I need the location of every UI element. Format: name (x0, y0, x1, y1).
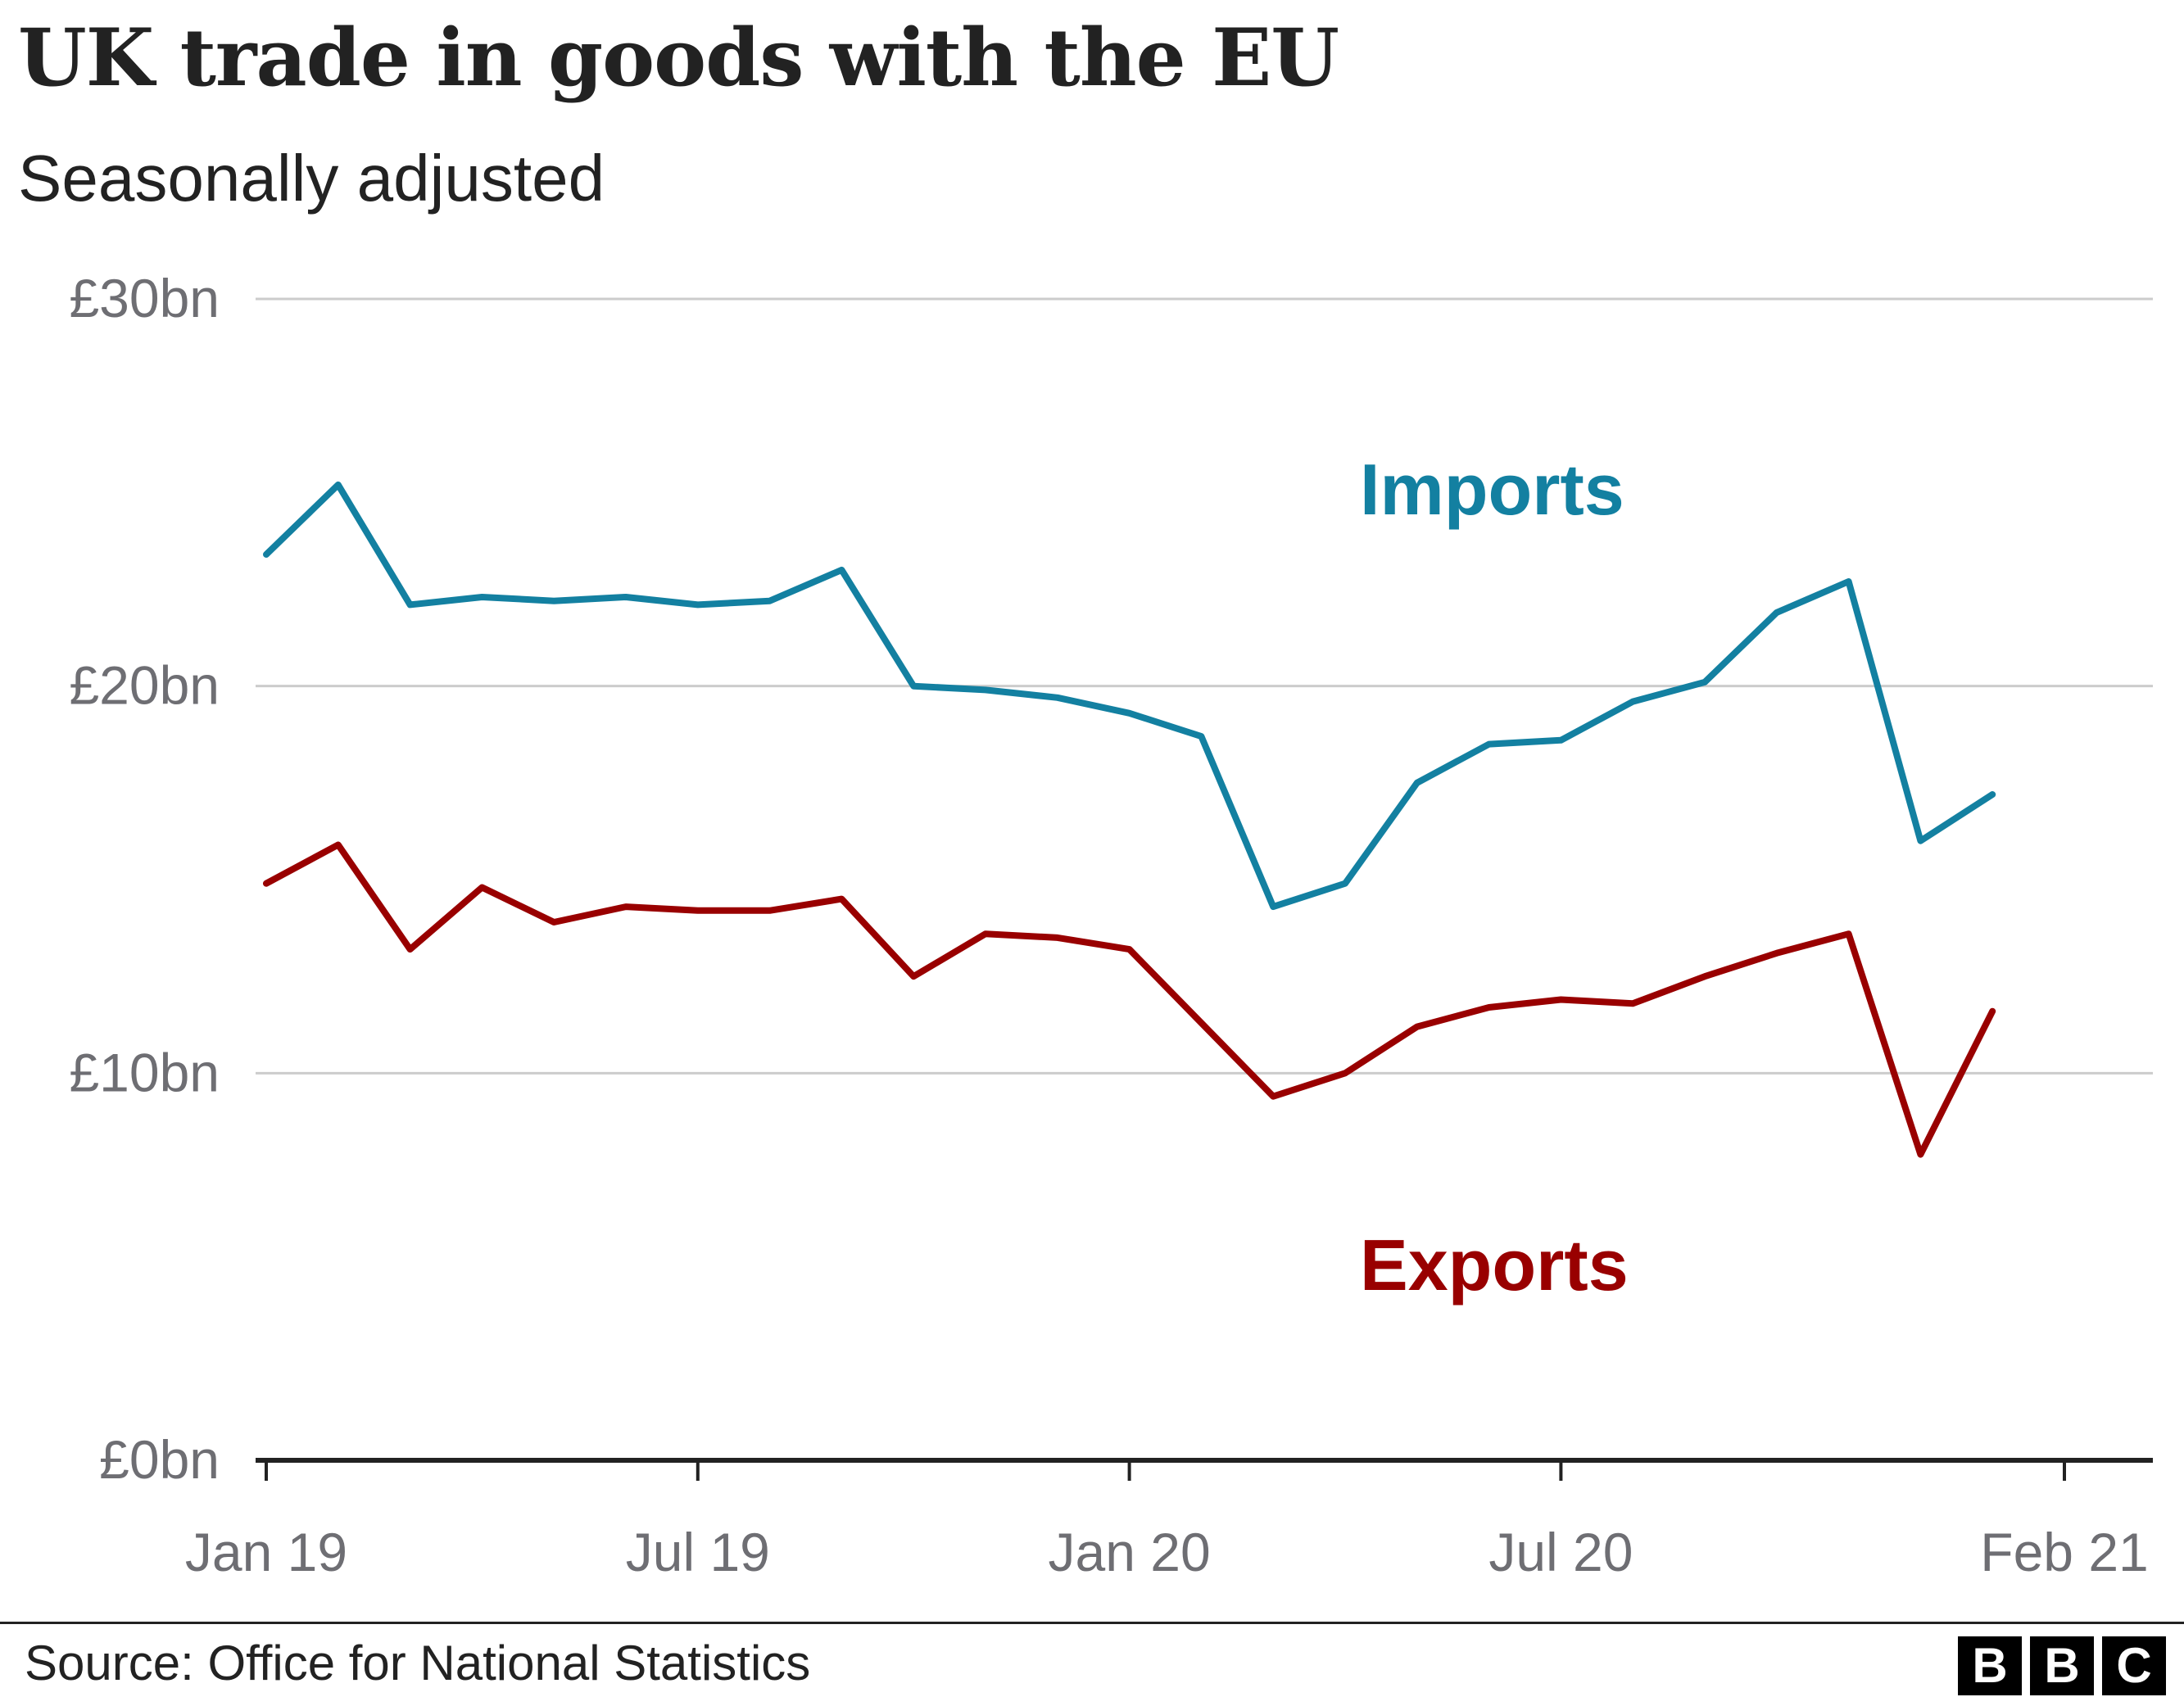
footer-divider (0, 1622, 2184, 1624)
source-note: Source: Office for National Statistics (25, 1636, 811, 1690)
y-tick-label: £30bn (69, 268, 220, 328)
chart-title: UK trade in goods with the EU (18, 11, 1339, 104)
series-lines (263, 481, 1996, 1158)
y-tick-label: £20bn (69, 655, 220, 716)
bbc-logo-letter: B (2030, 1636, 2094, 1695)
x-tick-label: Jan 20 (1049, 1522, 1211, 1582)
gridlines (256, 297, 2153, 1075)
series-line-exports (263, 841, 1996, 1158)
x-axis-ticks (265, 1460, 2066, 1481)
bbc-logo: B B C (1958, 1636, 2166, 1695)
bbc-logo-letter: C (2102, 1636, 2166, 1695)
line-chart: £0bn £10bn £20bn £30bn Imports Exports Jan 1… (69, 268, 2153, 1582)
series-labels: Imports Exports (1360, 449, 1629, 1306)
series-line-imports (263, 481, 1996, 911)
x-tick-label: Jul 20 (1488, 1522, 1633, 1582)
y-tick-label: £10bn (69, 1042, 220, 1102)
x-tick-label: Feb 21 (1980, 1522, 2148, 1582)
chart-subtitle: Seasonally adjusted (18, 142, 605, 215)
y-tick-label: £0bn (99, 1429, 220, 1490)
x-tick-labels: Jan 19 Jul 19 Jan 20 Jul 20 Feb 21 (185, 1522, 2149, 1582)
bbc-logo-letter: B (1958, 1636, 2022, 1695)
y-tick-labels: £0bn £10bn £20bn £30bn (69, 268, 220, 1490)
x-tick-label: Jul 19 (626, 1522, 770, 1582)
series-label-exports: Exports (1360, 1224, 1629, 1306)
x-tick-label: Jan 19 (185, 1522, 347, 1582)
series-label-imports: Imports (1360, 449, 1624, 530)
